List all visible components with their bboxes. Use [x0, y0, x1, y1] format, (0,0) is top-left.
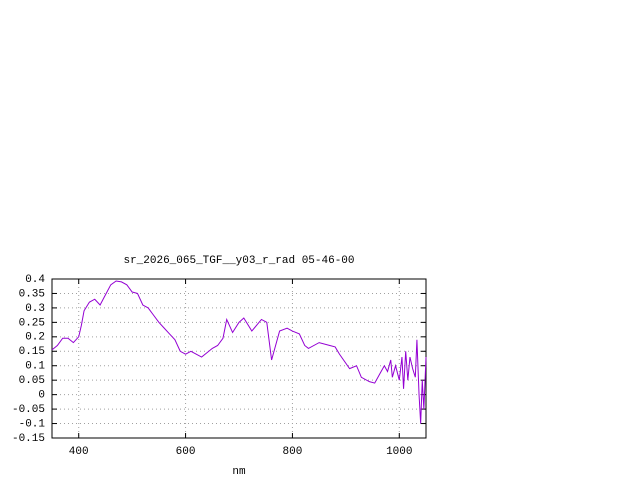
plot-frame [51, 278, 427, 439]
y-tick-label: 0.25 [19, 317, 45, 329]
x-tick-label: 800 [283, 446, 303, 458]
chart-title: sr_2026_065_TGF__y03_r_rad 05-46-00 [123, 255, 354, 267]
x-axis-label: nm [232, 466, 246, 478]
y-tick-label: 0.35 [19, 288, 45, 300]
y-tick-label: -0.1 [19, 418, 46, 430]
y-tick-label: 0.3 [25, 303, 45, 315]
data-line [51, 280, 427, 424]
y-tick-label: 0.15 [19, 346, 45, 358]
y-tick-label: -0.15 [12, 433, 45, 445]
x-tick-label: 400 [69, 446, 89, 458]
x-tick-label: 600 [176, 446, 196, 458]
y-tick-label: 0.1 [25, 361, 45, 373]
y-tick-label: 0 [38, 390, 45, 402]
y-tick-label: 0.2 [25, 332, 45, 344]
x-tick-label: 1000 [386, 446, 412, 458]
y-tick-label: 0.4 [25, 274, 45, 286]
y-tick-label: -0.05 [12, 404, 45, 416]
y-tick-label: 0.05 [19, 375, 45, 387]
